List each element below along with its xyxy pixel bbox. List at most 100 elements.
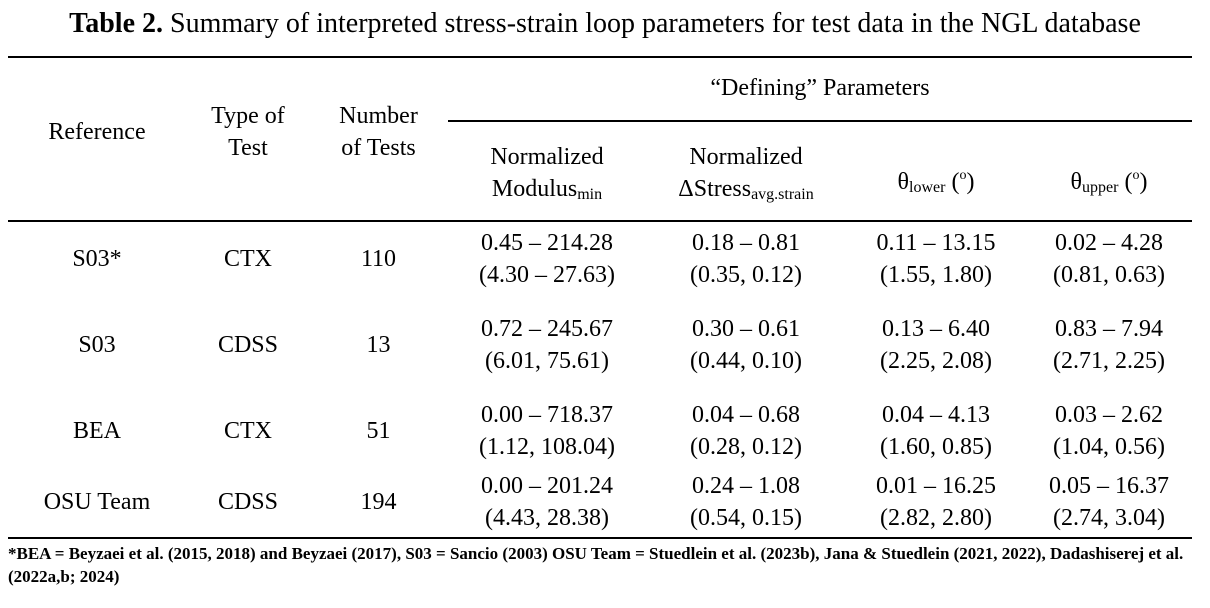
- row-0-delta-stress: 0.18 – 0.81 (0.35, 0.12): [646, 227, 846, 291]
- row-0-modulus: 0.45 – 214.28 (4.30 – 27.63): [448, 227, 646, 291]
- header-theta-lower-main: θ: [897, 169, 910, 195]
- header-type-of-test: Type of Test: [186, 100, 310, 164]
- group-rule: [448, 120, 1192, 122]
- row-2-reference-text: BEA: [73, 418, 121, 444]
- row-0-theta-upper-range: 0.02 – 4.28: [1055, 230, 1163, 256]
- row-0-number: 110: [315, 243, 442, 275]
- row-3-theta-upper: 0.05 – 16.37 (2.74, 3.04): [1026, 470, 1192, 534]
- row-0-modulus-stats: (4.30 – 27.63): [479, 262, 615, 288]
- header-dstress-line1: Normalized: [689, 144, 803, 170]
- row-1-dstress-stats: (0.44, 0.10): [690, 348, 802, 374]
- row-0-type-text: CTX: [224, 246, 272, 272]
- row-2-theta-upper: 0.03 – 2.62 (1.04, 0.56): [1026, 399, 1192, 463]
- row-1-delta-stress: 0.30 – 0.61 (0.44, 0.10): [646, 313, 846, 377]
- row-1-number-text: 13: [366, 332, 391, 358]
- top-rule: [8, 56, 1192, 58]
- row-2-type: CTX: [186, 415, 310, 447]
- row-2-modulus-stats: (1.12, 108.04): [479, 434, 615, 460]
- header-type-line2: Test: [228, 135, 268, 161]
- header-bottom-rule: [8, 220, 1192, 222]
- row-3-type: CDSS: [186, 486, 310, 518]
- header-reference: Reference: [8, 116, 186, 148]
- row-3-theta-lower-stats: (2.82, 2.80): [880, 505, 992, 531]
- row-3-modulus: 0.00 – 201.24 (4.43, 28.38): [448, 470, 646, 534]
- header-theta-upper: θupper (o): [1026, 160, 1192, 204]
- row-0-number-text: 110: [360, 246, 397, 272]
- row-2-theta-lower: 0.04 – 4.13 (1.60, 0.85): [846, 399, 1026, 463]
- row-2-number: 51: [315, 415, 442, 447]
- table-caption-label: Table 2.: [69, 8, 163, 39]
- row-3-theta-upper-range: 0.05 – 16.37: [1049, 473, 1169, 499]
- row-0-theta-lower-range: 0.11 – 13.15: [876, 230, 996, 256]
- header-reference-text: Reference: [48, 119, 146, 145]
- header-modulus-line2: Modulusmin: [448, 173, 646, 211]
- row-3-delta-stress: 0.24 – 1.08 (0.54, 0.15): [646, 470, 846, 534]
- row-1-theta-lower: 0.13 – 6.40 (2.25, 2.08): [846, 313, 1026, 377]
- row-1-type: CDSS: [186, 329, 310, 361]
- row-2-modulus: 0.00 – 718.37 (1.12, 108.04): [448, 399, 646, 463]
- row-0-theta-lower: 0.11 – 13.15 (1.55, 1.80): [846, 227, 1026, 291]
- header-theta-upper-open: (: [1118, 169, 1133, 195]
- row-1-modulus: 0.72 – 245.67 (6.01, 75.61): [448, 313, 646, 377]
- row-2-theta-lower-range: 0.04 – 4.13: [882, 402, 990, 428]
- row-2-theta-upper-stats: (1.04, 0.56): [1053, 434, 1165, 460]
- row-2-reference: BEA: [8, 415, 186, 447]
- header-theta-upper-line: θupper (o): [1026, 160, 1192, 204]
- header-theta-upper-sub: upper: [1082, 179, 1119, 196]
- header-theta-lower-sub: lower: [909, 179, 946, 196]
- table-caption-text: Summary of interpreted stress-strain loo…: [163, 8, 1141, 39]
- row-1-theta-upper: 0.83 – 7.94 (2.71, 2.25): [1026, 313, 1192, 377]
- header-number-line2: of Tests: [341, 135, 416, 161]
- row-2-type-text: CTX: [224, 418, 272, 444]
- row-0-dstress-range: 0.18 – 0.81: [692, 230, 800, 256]
- row-2-number-text: 51: [366, 418, 391, 444]
- row-3-theta-lower-range: 0.01 – 16.25: [876, 473, 996, 499]
- header-defining-parameters: “Defining” Parameters: [448, 72, 1192, 104]
- header-theta-lower-sup: o: [959, 168, 967, 183]
- row-1-theta-upper-stats: (2.71, 2.25): [1053, 348, 1165, 374]
- row-1-modulus-range: 0.72 – 245.67: [481, 316, 613, 342]
- row-3-type-text: CDSS: [217, 489, 279, 515]
- row-0-reference-text: S03*: [72, 246, 122, 272]
- header-theta-upper-sup: o: [1132, 168, 1140, 183]
- header-theta-upper-close: ): [1139, 169, 1148, 195]
- header-theta-lower-open: (: [945, 169, 960, 195]
- row-3-reference-text: OSU Team: [43, 489, 151, 515]
- header-number-of-tests: Number of Tests: [315, 100, 442, 164]
- header-normalized-modulus: Normalized Modulusmin: [448, 141, 646, 211]
- row-1-number: 13: [315, 329, 442, 361]
- row-2-theta-upper-range: 0.03 – 2.62: [1055, 402, 1163, 428]
- row-0-reference: S03*: [8, 243, 186, 275]
- row-0-theta-lower-stats: (1.55, 1.80): [880, 262, 992, 288]
- row-1-theta-lower-stats: (2.25, 2.08): [880, 348, 992, 374]
- header-dstress-main: ΔStress: [678, 176, 752, 202]
- row-1-reference-text: S03: [78, 332, 116, 358]
- header-group-text: “Defining” Parameters: [710, 75, 930, 101]
- row-1-theta-upper-range: 0.83 – 7.94: [1055, 316, 1163, 342]
- header-modulus-line1: Normalized: [490, 144, 604, 170]
- row-1-modulus-stats: (6.01, 75.61): [485, 348, 609, 374]
- header-modulus-sub: min: [577, 186, 603, 203]
- row-0-dstress-stats: (0.35, 0.12): [690, 262, 802, 288]
- row-2-dstress-stats: (0.28, 0.12): [690, 434, 802, 460]
- row-3-theta-upper-stats: (2.74, 3.04): [1053, 505, 1165, 531]
- row-0-theta-upper: 0.02 – 4.28 (0.81, 0.63): [1026, 227, 1192, 291]
- table-bottom-rule: [8, 537, 1192, 539]
- row-3-dstress-stats: (0.54, 0.15): [690, 505, 802, 531]
- header-theta-upper-main: θ: [1070, 169, 1083, 195]
- row-0-type: CTX: [186, 243, 310, 275]
- header-type-line1: Type of: [211, 103, 285, 129]
- row-3-modulus-stats: (4.43, 28.38): [485, 505, 609, 531]
- row-3-number: 194: [315, 486, 442, 518]
- table-footnote: *BEA = Beyzaei et al. (2015, 2018) and B…: [8, 544, 1184, 586]
- header-dstress-line2: ΔStressavg.strain: [646, 173, 846, 211]
- row-1-type-text: CDSS: [217, 332, 279, 358]
- row-2-modulus-range: 0.00 – 718.37: [481, 402, 613, 428]
- header-dstress-sub: avg.strain: [751, 186, 814, 203]
- row-3-dstress-range: 0.24 – 1.08: [692, 473, 800, 499]
- header-theta-lower: θlower (o): [846, 160, 1026, 204]
- row-1-dstress-range: 0.30 – 0.61: [692, 316, 800, 342]
- table-caption: Table 2. Summary of interpreted stress-s…: [0, 6, 1210, 42]
- row-0-modulus-range: 0.45 – 214.28: [481, 230, 613, 256]
- row-2-dstress-range: 0.04 – 0.68: [692, 402, 800, 428]
